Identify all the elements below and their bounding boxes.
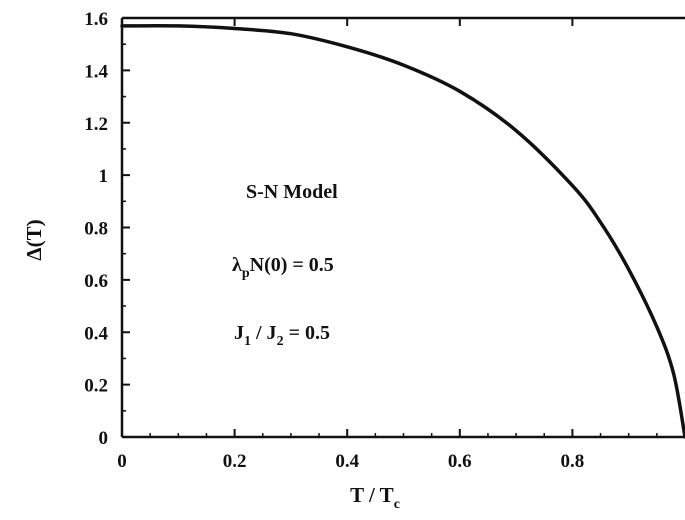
y-tick-label: 0.8 — [84, 219, 108, 240]
ratio-annotation: J1 / J2 = 0.5 — [234, 322, 330, 349]
y-tick-label: 0.6 — [84, 271, 108, 292]
x-tick-label: 0.8 — [561, 451, 585, 472]
series-layer — [122, 26, 685, 437]
x-tick-label: 0.4 — [335, 451, 359, 472]
x-tick-label: 0.2 — [223, 451, 247, 472]
y-axis-label: Δ(T) — [22, 219, 46, 260]
y-tick-label: 0 — [99, 428, 109, 449]
y-tick-label: 1.4 — [84, 61, 108, 82]
y-tick-label: 0.2 — [84, 376, 108, 397]
x-axis-ticks: 0 0.2 0.4 0.6 0.8 — [117, 18, 657, 472]
y-tick-label: 1.6 — [84, 9, 108, 30]
x-tick-label: 0 — [117, 451, 127, 472]
x-tick-label: 0.6 — [448, 451, 472, 472]
y-tick-label: 0.4 — [84, 323, 108, 344]
x-axis-label: T / Tc — [350, 483, 400, 512]
series-line-0 — [122, 26, 685, 437]
y-tick-label: 1 — [99, 166, 109, 187]
plot-frame — [122, 18, 685, 437]
y-tick-label: 1.2 — [84, 114, 108, 135]
model-annotation: S-N Model — [246, 181, 338, 203]
coupling-annotation: λpN(0) = 0.5 — [232, 254, 334, 281]
